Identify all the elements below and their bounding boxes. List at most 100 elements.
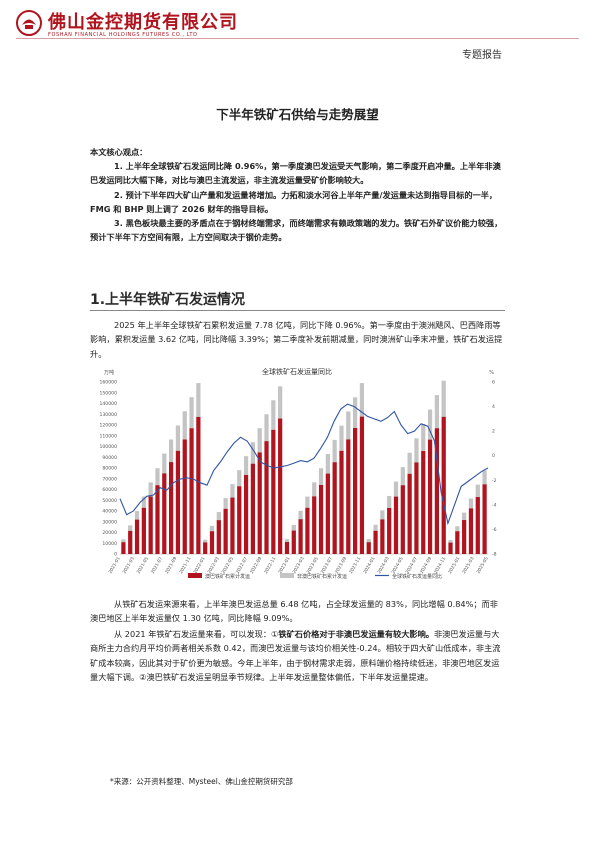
bar-non-aus-bra [393,481,399,497]
bar-non-aus-bra [400,467,405,486]
bar-aus-bra [462,520,467,554]
bar-aus-bra [393,496,399,554]
y-tick-label-left: 10000 [102,541,117,547]
bar-aus-bra [291,530,296,554]
y-tick-label-right: -2 [492,478,497,484]
header-divider [16,38,579,39]
y-tick-label-left: 80000 [102,466,117,472]
paragraph: 从 2021 年铁矿石发运量来看，可以发现：①铁矿石价格对于非澳巴发运量有较大影… [90,627,505,685]
bar-aus-bra [359,416,365,554]
x-tick-label: 2021-01 [107,556,121,575]
bar-aus-bra [196,416,201,554]
bar-non-aus-bra [366,539,371,543]
bar-non-aus-bra [441,380,446,417]
bar-aus-bra [182,439,187,554]
x-tick-label: 2021-05 [136,556,150,575]
bar-aus-bra [475,497,480,554]
bar-non-aus-bra [339,425,344,451]
bar-aus-bra [209,531,215,554]
bar-non-aus-bra [475,484,480,498]
section-heading: 1.上半年铁矿石发运情况 [90,292,246,308]
bar-non-aus-bra [148,482,153,497]
bar-non-aus-bra [359,383,365,417]
bar-non-aus-bra [427,409,433,440]
y-tick-label-left: 130000 [99,412,117,418]
bar-aus-bra [257,452,262,554]
x-tick-label: 2022-03 [206,556,220,575]
bar-aus-bra [278,418,283,554]
company-logo: 佛山金控期货有限公司 FOSHAN FINANCIAL HOLDINGS FUT… [16,8,276,42]
bar-non-aus-bra [162,453,167,474]
bar-aus-bra [128,530,133,554]
report-type: 专题报告 [462,50,502,61]
bar-aus-bra [305,507,310,554]
bar-non-aus-bra [468,498,474,509]
bar-aus-bra [264,441,269,554]
bar-non-aus-bra [380,510,385,520]
x-tick-label: 2021-11 [178,556,192,575]
x-tick-label: 2022-05 [221,556,235,575]
section-divider [90,310,505,311]
company-name-en: FOSHAN FINANCIAL HOLDINGS FUTURES CO., L… [48,32,198,38]
bar-non-aus-bra [305,496,310,508]
bar-aus-bra [148,496,153,554]
summary-heading: 本文核心观点： [90,147,148,157]
bar-aus-bra [339,450,344,554]
x-tick-label: 2023-03 [291,556,305,575]
company-emblem-icon [16,10,42,36]
shipment-chart: 全球铁矿石发运量同比 万吨 % 160000 150000 140000 130000… [99,367,497,580]
legend-swatch [280,573,294,578]
bar-non-aus-bra [182,411,187,440]
x-tick-label: 2023-05 [306,556,320,575]
bar-non-aus-bra [352,397,358,429]
x-tick-label: 2025-05 [475,556,489,575]
bar-non-aus-bra [407,452,412,474]
bar-aus-bra [243,474,249,554]
paragraph-lead: 从 2021 年铁矿石发运量来看，可以发现：① [114,629,279,639]
bar-non-aus-bra [209,525,215,532]
summary-point: 1. 上半年全球铁矿石发运同比降 0.96%，第一季度澳巴发运受天气影响，第二季… [90,161,501,186]
bar-non-aus-bra [421,423,426,452]
bar-aus-bra [134,519,140,554]
bar-aus-bra [468,508,474,554]
y-tick-label-left: 150000 [99,390,117,396]
bar-aus-bra [380,519,385,554]
x-tick-label: 2023-07 [320,556,334,575]
legend-swatch [188,573,202,578]
chart-title: 全球铁矿石发运量同比 [262,367,332,376]
y-tick-label-left: 50000 [102,498,117,504]
bar-non-aus-bra [189,397,194,429]
bar-aus-bra [141,507,146,554]
y-tick-label-left: 40000 [102,509,117,515]
bar-non-aus-bra [434,395,440,429]
bar-aus-bra [237,486,242,554]
y-tick-label-left: 70000 [102,476,117,482]
x-tick-label: 2022-01 [192,556,206,575]
bar-aus-bra [155,485,160,554]
bar-aus-bra [441,416,446,554]
x-tick-label: 2024-11 [433,556,447,575]
page-title: 下半年铁矿石供给与走势展望 [216,107,379,122]
summary-block: 本文核心观点： 1. 上半年全球铁矿石发运同比降 0.96%，第一季度澳巴发运受… [90,145,505,244]
paragraph-bold: 铁矿石价格对于非澳巴发运量有较大影响。 [278,629,434,639]
y-tick-label-left: 160000 [99,380,117,386]
bar-aus-bra [162,473,167,554]
x-tick-label: 2024-07 [405,556,419,575]
bar-non-aus-bra [196,383,201,417]
bar-non-aus-bra [128,525,133,531]
x-tick-label: 2021-09 [164,556,178,575]
bar-non-aus-bra [230,484,235,498]
y-tick-label-left: 20000 [102,530,117,536]
bar-non-aus-bra [325,454,330,474]
x-tick-label: 2021-03 [122,556,136,575]
bar-non-aus-bra [278,386,283,419]
bar-non-aus-bra [216,512,221,521]
bar-non-aus-bra [414,438,419,463]
bar-non-aus-bra [155,468,160,486]
bar-non-aus-bra [462,512,467,521]
y-tick-label-right: 4 [492,404,495,410]
bar-non-aus-bra [264,414,269,442]
y-tick-label-left: 100000 [99,444,117,450]
bar-aus-bra [482,484,487,554]
y-tick-label-left: 140000 [99,401,117,407]
